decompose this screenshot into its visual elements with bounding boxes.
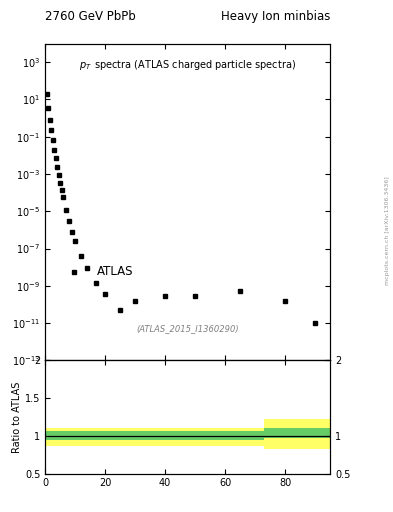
Text: (ATLAS_2015_I1360290): (ATLAS_2015_I1360290): [136, 324, 239, 333]
Text: $p_T\,$ spectra (ATLAS charged particle spectra): $p_T\,$ spectra (ATLAS charged particle …: [79, 58, 296, 72]
Text: 2760 GeV PbPb: 2760 GeV PbPb: [45, 10, 136, 23]
Y-axis label: Ratio to ATLAS: Ratio to ATLAS: [12, 381, 22, 453]
Text: Heavy Ion minbias: Heavy Ion minbias: [221, 10, 330, 23]
Text: ATLAS: ATLAS: [97, 265, 133, 278]
Text: mcplots.cern.ch [arXiv:1306.3436]: mcplots.cern.ch [arXiv:1306.3436]: [385, 176, 389, 285]
